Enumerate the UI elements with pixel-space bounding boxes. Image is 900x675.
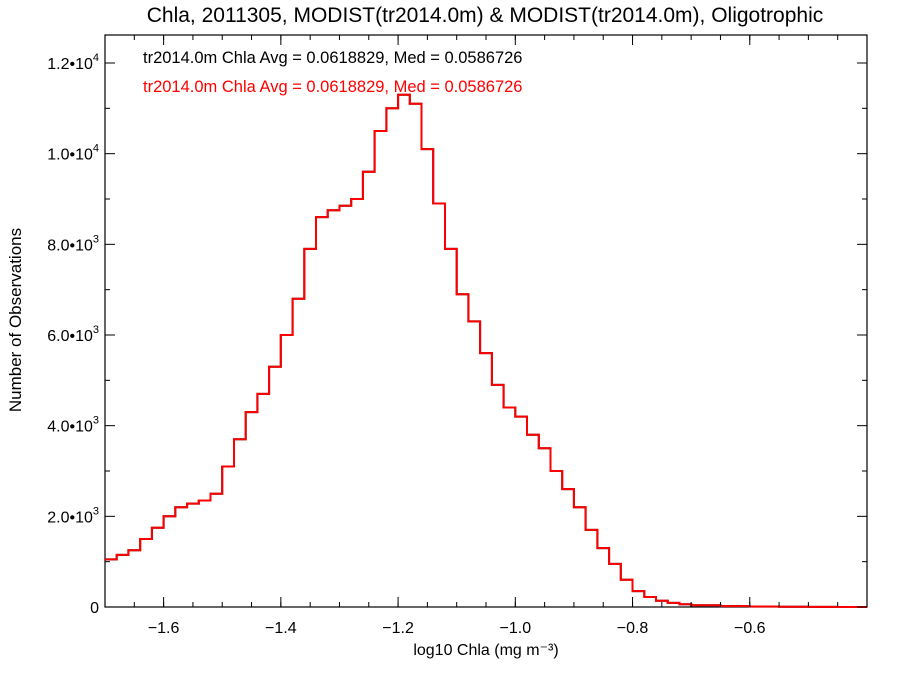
x-tick-label: −1.2 [382, 620, 414, 637]
x-tick-label: −1.6 [148, 620, 180, 637]
y-axis-label: Number of Observations [6, 228, 25, 412]
annotation-black: tr2014.0m Chla Avg = 0.0618829, Med = 0.… [143, 49, 522, 67]
x-tick-label: −0.8 [617, 620, 649, 637]
series-layer [105, 93, 867, 608]
y-tick-label: 0 [90, 600, 99, 617]
y-tick-label: 1.0•104 [47, 143, 99, 164]
x-axis-label: log10 Chla (mg m⁻³) [413, 642, 558, 659]
y-tick-labels: 0 2.0•103 4.0•103 6.0•103 8.0•103 1.0•104 1.2•… [47, 52, 99, 617]
y-tick-label: 8.0•103 [47, 233, 99, 254]
x-tick-label: −0.6 [734, 620, 766, 637]
y-tick-label: 1.2•104 [47, 52, 99, 73]
y-tick-label: 2.0•103 [47, 505, 99, 526]
x-tick-label: −1.0 [500, 620, 532, 637]
plot-frame [104, 34, 868, 608]
chart-title: Chla, 2011305, MODIST(tr2014.0m) & MODIS… [147, 4, 824, 27]
x-tick-label: −1.4 [265, 620, 297, 637]
histogram-series-1 [105, 93, 867, 608]
histogram-series-0 [105, 93, 867, 608]
y-tick-label: 6.0•103 [47, 324, 99, 345]
y-tick-label: 4.0•103 [47, 415, 99, 436]
axis-ticks [104, 35, 868, 608]
x-tick-labels: −1.6 −1.4 −1.2 −1.0 −0.8 −0.6 [148, 620, 766, 637]
annotation-red: tr2014.0m Chla Avg = 0.0618829, Med = 0.… [143, 78, 522, 96]
